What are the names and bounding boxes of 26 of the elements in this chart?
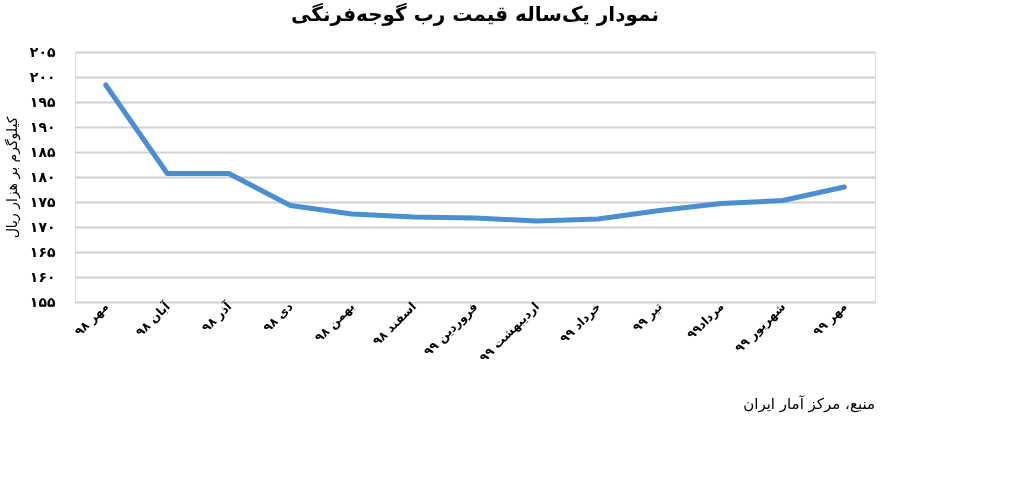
x-tick-label: اسفند ۹۸ (369, 299, 419, 349)
x-tick-label: آذر ۹۸ (198, 298, 235, 335)
x-tick-label: خرداد ۹۹ (557, 299, 604, 346)
x-tick-label: بهمن ۹۸ (312, 299, 358, 345)
y-axis-title: کیلوگرم بر هزار ریال (3, 116, 21, 239)
text: منبع، مرکز آمار ایران (743, 395, 875, 413)
x-tick-label: شهریور ۹۹ (732, 299, 789, 357)
x-tick-label: اردیبهشت ۹۹ (476, 299, 542, 365)
x-tick-label: آبان ۹۸ (132, 298, 174, 340)
y-tick-label: ۱۸۰ (29, 168, 56, 185)
y-tick-label: ۱۹۰ (29, 118, 56, 135)
x-tick-label: دی ۹۸ (260, 299, 296, 335)
x-tick-label: مهر ۹۸ (71, 299, 112, 339)
y-tick-label: ۱۶۵ (29, 243, 56, 260)
y-tick-label: ۱۹۵ (29, 93, 56, 110)
x-tick-label: مهر ۹۹ (810, 299, 850, 339)
y-tick-label: ۱۸۵ (29, 143, 56, 160)
chart-title: نمودار یک‌ساله قیمت رب گوجه‌فرنگی (291, 2, 659, 26)
y-tick-label: ۱۷۵ (29, 193, 56, 210)
y-tick-label: ۱۵۵ (29, 293, 56, 310)
y-tick-label: ۱۷۰ (29, 218, 56, 235)
x-tick-label: تیر ۹۹ (629, 299, 666, 335)
y-tick-label: ۲۰۵ (29, 43, 56, 60)
y-tick-label: ۱۶۰ (29, 268, 56, 285)
x-tick-label: مرداد۹۹ (684, 299, 727, 342)
y-tick-label: ۲۰۰ (29, 68, 56, 85)
